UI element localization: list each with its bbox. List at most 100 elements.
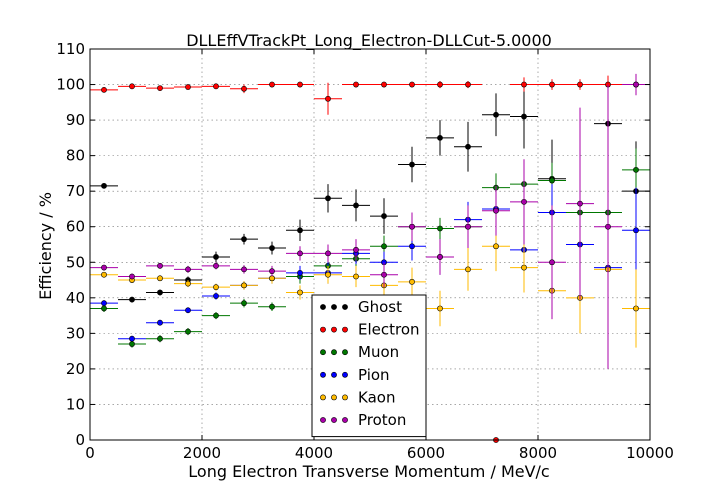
- data-point: [353, 81, 359, 88]
- x-axis-title: Long Electron Transverse Momentum / MeV/…: [188, 462, 549, 481]
- data-point: [605, 223, 611, 230]
- data-point: [241, 266, 247, 273]
- data-point: [213, 254, 219, 260]
- y-tick-label: 70: [66, 182, 85, 200]
- data-point: [465, 223, 471, 230]
- y-tick-label: 110: [56, 40, 85, 58]
- data-point: [549, 177, 555, 184]
- data-point: [269, 245, 275, 251]
- legend-marker: [342, 417, 348, 423]
- data-point: [213, 262, 219, 269]
- legend-marker: [331, 304, 337, 310]
- data-point: [185, 84, 191, 90]
- data-point: [213, 312, 219, 319]
- legend-label: Muon: [358, 343, 399, 361]
- y-tick-label: 10: [66, 395, 85, 413]
- legend-marker: [320, 349, 326, 356]
- legend-label: Kaon: [358, 388, 395, 406]
- data-point: [213, 83, 219, 90]
- legend: Ghost Electron Muon Pion Kaon Proton: [311, 294, 427, 438]
- data-point: [157, 262, 163, 269]
- data-point: [437, 81, 443, 88]
- data-point: [129, 341, 135, 347]
- legend-entry-proton: Proton: [320, 411, 406, 429]
- data-point: [521, 81, 527, 88]
- legend-marker: [342, 304, 348, 310]
- legend-marker: [331, 371, 337, 378]
- data-point: [297, 270, 303, 276]
- y-tick-label: 100: [56, 76, 85, 94]
- data-point: [549, 81, 555, 88]
- data-point: [269, 81, 275, 88]
- legend-label: Proton: [358, 411, 406, 429]
- y-tick-label: 60: [66, 218, 85, 236]
- data-point: [101, 300, 107, 307]
- data-point: [213, 284, 219, 291]
- legend-marker: [331, 326, 337, 333]
- data-point: [549, 259, 555, 266]
- data-point: [157, 85, 163, 91]
- data-point: [437, 254, 443, 260]
- data-point: [129, 296, 135, 303]
- data-point: [409, 278, 415, 285]
- data-point: [157, 335, 163, 342]
- plot-frame: [89, 48, 651, 441]
- data-point: [129, 335, 135, 342]
- legend-marker: [331, 394, 337, 401]
- y-tick-label: 80: [66, 147, 85, 165]
- y-tick-label: 30: [66, 324, 85, 342]
- y-axis-title: Efficiency / %: [36, 192, 55, 300]
- legend-entry-electron: Electron: [320, 321, 420, 339]
- legend-marker: [320, 371, 326, 378]
- chart-title: DLLEffVTrackPt_Long_Electron-DLLCut-5.00…: [186, 31, 552, 51]
- legend-entry-kaon: Kaon: [320, 388, 395, 406]
- data-point: [437, 225, 443, 232]
- data-point: [185, 328, 191, 335]
- legend-marker: [342, 394, 348, 401]
- data-point: [633, 227, 639, 234]
- data-point: [409, 223, 415, 230]
- data-point: [493, 207, 499, 214]
- data-point: [325, 250, 331, 257]
- data-point: [325, 271, 331, 278]
- data-point: [325, 195, 331, 202]
- legend-marker: [320, 394, 326, 401]
- data-point: [213, 293, 219, 299]
- data-point: [185, 307, 191, 314]
- data-point: [185, 280, 191, 287]
- data-point: [269, 268, 275, 275]
- y-tick-label: 0: [75, 431, 85, 449]
- legend-marker: [342, 326, 348, 333]
- x-tick-label: 4000: [295, 444, 333, 462]
- data-point: [101, 271, 107, 278]
- data-point: [297, 81, 303, 88]
- legend-marker: [342, 371, 348, 378]
- data-point: [157, 319, 163, 326]
- legend-label: Pion: [358, 366, 390, 384]
- x-tick-label: 2000: [183, 444, 221, 462]
- data-point: [409, 161, 415, 168]
- data-point: [633, 166, 639, 173]
- data-point: [465, 143, 471, 150]
- data-point: [437, 134, 443, 141]
- data-point: [381, 213, 387, 219]
- data-point: [465, 81, 471, 88]
- data-point: [437, 305, 443, 312]
- data-point: [297, 289, 303, 296]
- data-point: [381, 243, 387, 250]
- data-point: [101, 305, 107, 312]
- data-point: [297, 250, 303, 257]
- data-point: [633, 305, 639, 312]
- y-tick-label: 40: [66, 289, 85, 307]
- legend-entry-pion: Pion: [320, 366, 390, 384]
- data-point: [577, 81, 583, 88]
- data-point: [129, 83, 135, 90]
- data-point: [465, 266, 471, 273]
- data-point: [577, 200, 583, 207]
- series-electron: [90, 75, 650, 443]
- data-point: [325, 95, 331, 102]
- legend-label: Ghost: [358, 298, 402, 316]
- legend-marker: [320, 304, 326, 310]
- data-point: [493, 111, 499, 118]
- x-tick-label: 8000: [519, 444, 557, 462]
